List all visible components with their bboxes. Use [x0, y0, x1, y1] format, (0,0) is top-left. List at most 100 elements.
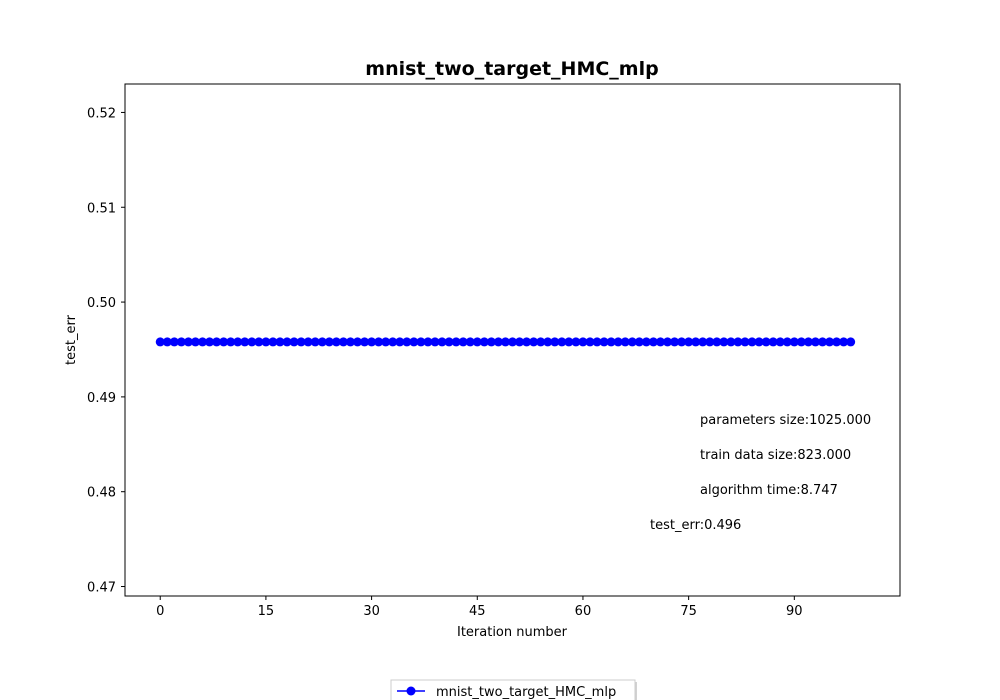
x-tick-label: 15	[258, 604, 275, 619]
data-point	[810, 337, 820, 347]
data-point	[775, 337, 785, 347]
data-point	[655, 337, 665, 347]
annotation-train-data-size: train data size:823.000	[700, 448, 851, 463]
data-point	[254, 337, 264, 347]
data-point	[733, 337, 743, 347]
data-point	[240, 337, 250, 347]
legend-label: mnist_two_target_HMC_mlp	[436, 685, 616, 700]
y-tick-label: 0.47	[87, 581, 116, 596]
data-point	[508, 337, 517, 347]
data-point	[212, 337, 222, 347]
data-point	[176, 337, 186, 347]
legend-marker-swatch	[406, 686, 416, 696]
data-point	[409, 337, 419, 347]
data-point	[275, 337, 285, 347]
data-point	[839, 337, 849, 347]
data-point	[684, 337, 694, 347]
x-tick-label: 45	[469, 604, 486, 619]
data-point	[522, 337, 532, 347]
data-point	[803, 337, 813, 347]
data-point	[451, 337, 461, 347]
chart-title: mnist_two_target_HMC_mlp	[365, 58, 658, 80]
data-point	[198, 337, 207, 347]
data-point	[416, 337, 426, 347]
data-point	[205, 337, 215, 347]
data-point	[183, 337, 193, 347]
data-point	[663, 337, 672, 347]
data-point	[515, 337, 525, 347]
y-axis-ticks: 0.47 0.48 0.49 0.50 0.51 0.52	[87, 106, 125, 596]
y-tick-label: 0.49	[87, 391, 116, 406]
data-point	[719, 337, 729, 347]
data-point	[627, 337, 637, 347]
data-point	[282, 337, 292, 347]
x-axis-ticks: 0 15 30 45 60 75 90	[156, 596, 803, 619]
data-point	[479, 337, 489, 347]
data-point	[486, 337, 496, 347]
data-point	[345, 337, 355, 347]
data-point	[261, 337, 271, 347]
data-point	[620, 337, 630, 347]
data-point	[606, 337, 616, 347]
data-point	[226, 337, 236, 347]
data-point	[402, 337, 412, 347]
data-point	[592, 337, 602, 347]
data-point	[247, 337, 257, 347]
data-point	[740, 337, 750, 347]
x-tick-label: 60	[575, 604, 592, 619]
data-point	[289, 337, 299, 347]
data-point	[543, 337, 553, 347]
data-point	[789, 337, 799, 347]
data-point	[338, 337, 348, 347]
data-point	[317, 337, 327, 347]
data-point	[846, 337, 856, 347]
data-point	[747, 337, 757, 347]
data-point	[726, 337, 736, 347]
data-point	[768, 337, 778, 347]
data-point	[458, 337, 468, 347]
data-point	[698, 337, 708, 347]
data-point	[550, 337, 560, 347]
data-point	[444, 337, 454, 347]
annotation-parameters-size: parameters size:1025.000	[700, 413, 871, 428]
y-tick-label: 0.50	[87, 296, 116, 311]
data-point	[585, 337, 595, 347]
data-point	[423, 337, 433, 347]
data-point	[500, 337, 510, 347]
data-point	[536, 337, 546, 347]
data-point	[712, 337, 722, 347]
data-point	[472, 337, 482, 347]
data-point	[754, 337, 764, 347]
x-tick-label: 30	[363, 604, 380, 619]
data-point	[832, 337, 842, 347]
x-tick-label: 75	[680, 604, 697, 619]
data-point	[641, 337, 651, 347]
data-point	[324, 337, 334, 347]
x-tick-label: 90	[786, 604, 803, 619]
data-point	[437, 337, 447, 347]
annotations: parameters size:1025.000 train data size…	[650, 413, 871, 533]
y-axis-label: test_err	[64, 314, 79, 365]
x-tick-label: 0	[156, 604, 164, 619]
data-point	[388, 337, 398, 347]
data-point	[303, 337, 313, 347]
data-point	[564, 337, 574, 347]
data-point	[268, 337, 278, 347]
data-point	[599, 337, 609, 347]
data-point	[296, 337, 306, 347]
data-point	[395, 337, 405, 347]
data-point	[219, 337, 229, 347]
data-point	[761, 337, 771, 347]
data-point	[557, 337, 567, 347]
y-tick-label: 0.51	[87, 201, 116, 216]
data-point	[571, 337, 581, 347]
data-point	[430, 337, 440, 347]
annotation-algorithm-time: algorithm time:8.747	[700, 483, 838, 498]
x-axis-label: Iteration number	[457, 625, 568, 640]
data-point	[818, 337, 827, 347]
data-point	[331, 337, 341, 347]
y-tick-label: 0.48	[87, 486, 116, 501]
data-point	[353, 337, 362, 347]
data-point	[169, 337, 179, 347]
